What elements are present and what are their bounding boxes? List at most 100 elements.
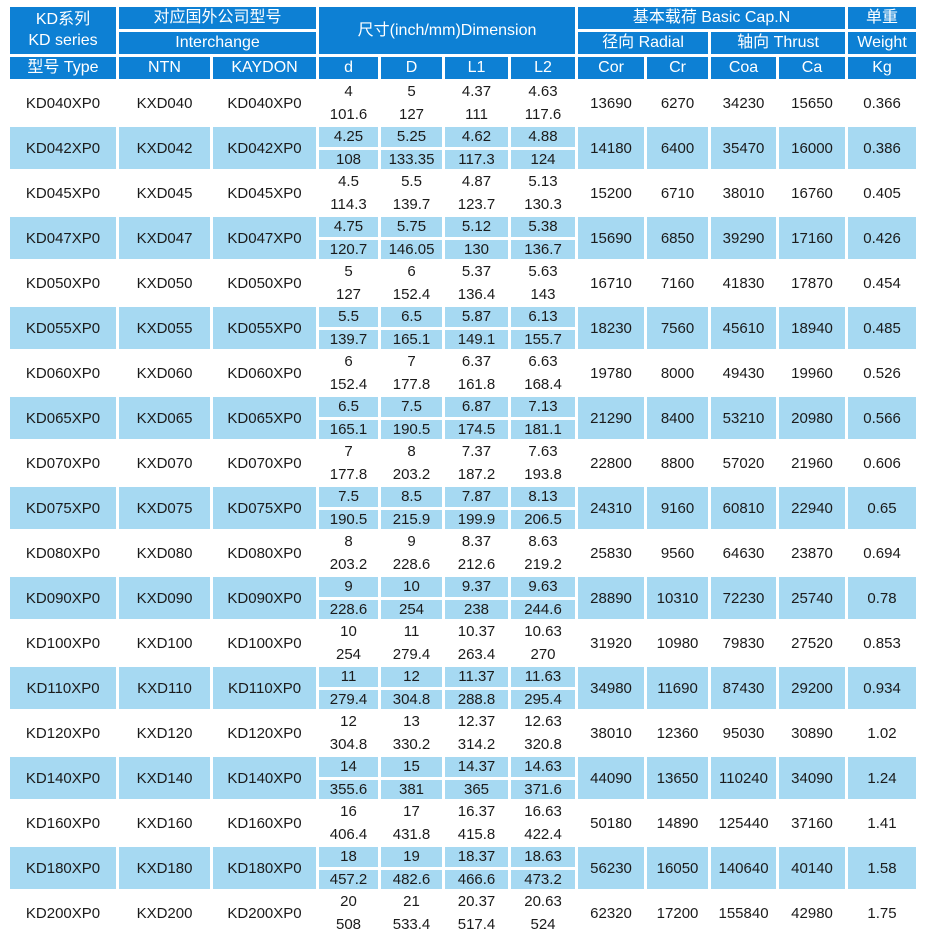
- cell-kaydon: KD120XP0: [213, 712, 317, 754]
- cell-coa: 38010: [711, 172, 777, 214]
- cell-ntn: KXD050: [119, 262, 210, 304]
- cell-cr: 6400: [647, 127, 709, 169]
- header-interchange-zh: 对应国外公司型号: [119, 7, 317, 29]
- cell-l2-inch: 4.88: [511, 127, 576, 150]
- col-header-kaydon: KAYDON: [213, 57, 317, 79]
- cell-kg: 0.78: [848, 577, 917, 619]
- cell-l1: 18.37 466.6: [445, 847, 509, 889]
- table-row: KD120XP0 KXD120 KD120XP0 12 304.8 13 330…: [10, 712, 917, 754]
- cell-D: 7.5 190.5: [381, 397, 443, 439]
- cell-cr: 12360: [647, 712, 709, 754]
- cell-d: 20 508: [319, 892, 379, 934]
- cell-l2-inch: 7.13: [511, 397, 576, 420]
- cell-ntn: KXD160: [119, 802, 210, 844]
- cell-cor: 44090: [578, 757, 645, 799]
- cell-cor: 28890: [578, 577, 645, 619]
- cell-l1-inch: 9.37: [445, 577, 509, 600]
- cell-d: 4 101.6: [319, 82, 379, 124]
- cell-ca: 34090: [779, 757, 846, 799]
- cell-ca: 42980: [779, 892, 846, 934]
- table-row: KD050XP0 KXD050 KD050XP0 5 127 6 152.4 5…: [10, 262, 917, 304]
- cell-kaydon: KD200XP0: [213, 892, 317, 934]
- cell-kg: 0.386: [848, 127, 917, 169]
- cell-cor: 38010: [578, 712, 645, 754]
- cell-d-mm: 177.8: [329, 465, 368, 483]
- cell-kg: 1.58: [848, 847, 917, 889]
- cell-d: 4.25 108: [319, 127, 379, 169]
- cell-D-inch: 21: [381, 892, 443, 915]
- cell-d-mm: 152.4: [329, 375, 368, 393]
- cell-cor: 15690: [578, 217, 645, 259]
- cell-D-mm: 165.1: [392, 330, 431, 348]
- cell-l2-inch: 11.63: [511, 667, 576, 690]
- cell-l1-inch: 14.37: [445, 757, 509, 780]
- cell-ntn: KXD040: [119, 82, 210, 124]
- cell-d-mm: 203.2: [329, 555, 368, 573]
- header-weight-zh: 单重: [848, 7, 917, 29]
- cell-D-mm: 431.8: [392, 825, 431, 843]
- cell-cr: 9560: [647, 532, 709, 574]
- cell-D-inch: 6: [381, 262, 443, 285]
- cell-cor: 25830: [578, 532, 645, 574]
- cell-ca: 40140: [779, 847, 846, 889]
- cell-cr: 16050: [647, 847, 709, 889]
- cell-kg: 0.405: [848, 172, 917, 214]
- cell-coa: 39290: [711, 217, 777, 259]
- cell-l2-mm: 168.4: [524, 375, 562, 393]
- cell-l1: 5.87 149.1: [445, 307, 509, 349]
- cell-l1-mm: 466.6: [457, 870, 496, 888]
- cell-ntn: KXD200: [119, 892, 210, 934]
- cell-D: 10 254: [381, 577, 443, 619]
- cell-l2: 5.38 136.7: [511, 217, 576, 259]
- cell-ca: 19960: [779, 352, 846, 394]
- cell-l1-inch: 20.37: [445, 892, 509, 915]
- cell-l2: 12.63 320.8: [511, 712, 576, 754]
- cell-kaydon: KD047XP0: [213, 217, 317, 259]
- cell-l1-mm: 111: [465, 105, 488, 123]
- col-header-d: d: [319, 57, 379, 79]
- col-header-cr: Cr: [647, 57, 709, 79]
- cell-ca: 30890: [779, 712, 846, 754]
- cell-l2: 10.63 270: [511, 622, 576, 664]
- cell-kg: 0.366: [848, 82, 917, 124]
- cell-kaydon: KD070XP0: [213, 442, 317, 484]
- table-row: KD040XP0 KXD040 KD040XP0 4 101.6 5 127 4…: [10, 82, 917, 124]
- table-row: KD060XP0 KXD060 KD060XP0 6 152.4 7 177.8…: [10, 352, 917, 394]
- cell-l1: 4.87 123.7: [445, 172, 509, 214]
- cell-d-inch: 5: [319, 262, 379, 285]
- cell-d-inch: 4.25: [319, 127, 379, 150]
- cell-cor: 31920: [578, 622, 645, 664]
- cell-D-inch: 10: [381, 577, 443, 600]
- cell-D-mm: 330.2: [392, 735, 431, 753]
- cell-l2-mm: 193.8: [524, 465, 562, 483]
- cell-ntn: KXD060: [119, 352, 210, 394]
- cell-cor: 21290: [578, 397, 645, 439]
- cell-d-mm: 254: [336, 645, 362, 663]
- cell-l1-mm: 314.2: [457, 735, 496, 753]
- cell-d: 10 254: [319, 622, 379, 664]
- cell-d-mm: 108: [336, 150, 362, 168]
- cell-ca: 20980: [779, 397, 846, 439]
- cell-l1-mm: 149.1: [457, 330, 496, 348]
- header-kd-series-en: KD series: [28, 31, 98, 49]
- cell-model: KD075XP0: [10, 487, 116, 529]
- cell-d: 4.5 114.3: [319, 172, 379, 214]
- cell-D-inch: 8: [381, 442, 443, 465]
- cell-l1-mm: 365: [464, 780, 490, 798]
- cell-l2-inch: 16.63: [511, 802, 576, 825]
- cell-cor: 62320: [578, 892, 645, 934]
- cell-model: KD140XP0: [10, 757, 116, 799]
- cell-D-mm: 152.4: [392, 285, 431, 303]
- cell-cr: 10310: [647, 577, 709, 619]
- table-row: KD075XP0 KXD075 KD075XP0 7.5 190.5 8.5 2…: [10, 487, 917, 529]
- cell-l2: 4.88 124: [511, 127, 576, 169]
- cell-d-mm: 508: [336, 915, 362, 933]
- cell-model: KD080XP0: [10, 532, 116, 574]
- cell-D: 12 304.8: [381, 667, 443, 709]
- cell-d: 16 406.4: [319, 802, 379, 844]
- cell-coa: 140640: [711, 847, 777, 889]
- header-basic-cap: 基本载荷 Basic Cap.N: [578, 7, 846, 29]
- cell-kaydon: KD140XP0: [213, 757, 317, 799]
- cell-kaydon: KD080XP0: [213, 532, 317, 574]
- cell-D-mm: 228.6: [392, 555, 431, 573]
